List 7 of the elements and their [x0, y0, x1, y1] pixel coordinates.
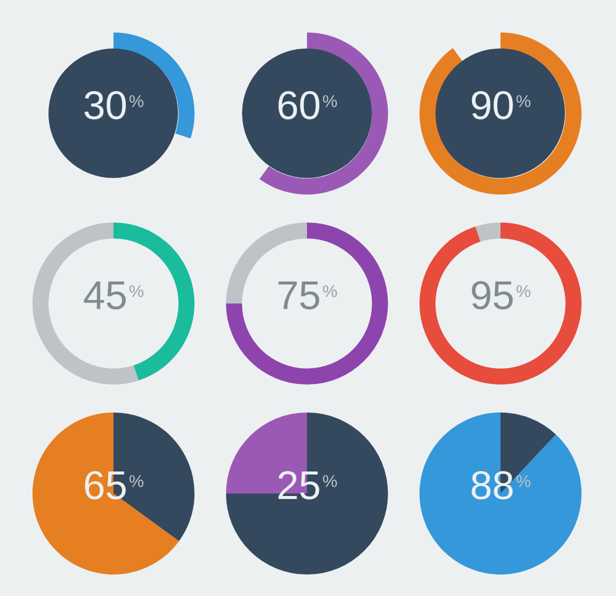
- text: 45%: [82, 274, 144, 318]
- text: 95%: [470, 274, 532, 318]
- text: 88%: [470, 464, 532, 508]
- text: 60%: [276, 84, 338, 128]
- text: 75%: [276, 274, 338, 318]
- text: 30%: [82, 84, 144, 128]
- text: 90%: [470, 84, 532, 128]
